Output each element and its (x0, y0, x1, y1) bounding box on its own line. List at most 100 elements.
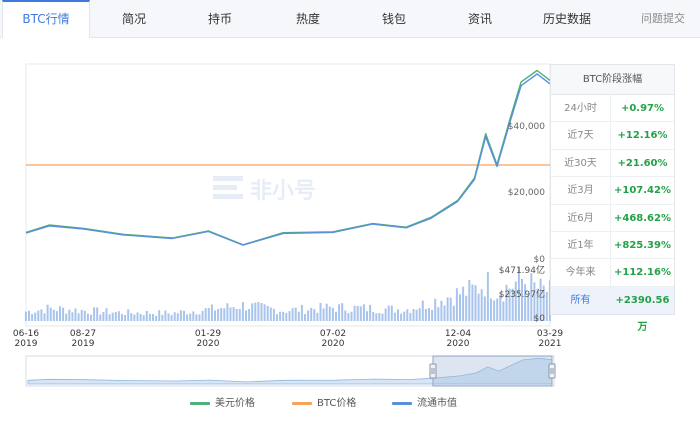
gain-row-6m[interactable]: 近6月 +468.62% (551, 204, 674, 232)
volume-bar (412, 309, 415, 321)
tab-holdings[interactable]: 持币 (207, 12, 232, 26)
volume-bar (356, 305, 359, 321)
gain-label: 24小时 (551, 95, 611, 122)
volume-bar (167, 313, 170, 321)
gain-row-ytd[interactable]: 今年来 +112.16% (551, 259, 674, 287)
gain-value: +0.97% (620, 103, 665, 114)
volume-bar (366, 311, 368, 321)
volume-bar (145, 311, 148, 321)
tab-overview[interactable]: 简况 (121, 12, 146, 26)
tab-feedback[interactable]: 问题提交 (641, 12, 685, 25)
x-axis: 06-16 2019 08-27 2019 01-29 2020 07-02 2… (13, 329, 563, 349)
gain-row-7d[interactable]: 近7天 +12.16% (551, 122, 674, 150)
gain-row-3m[interactable]: 近3月 +107.42% (551, 177, 674, 205)
gain-value: +468.62% (614, 212, 671, 224)
volume-bar (421, 300, 424, 321)
volume-bar (446, 297, 449, 321)
volume-bar (40, 309, 43, 321)
legend-market-cap[interactable]: 流通市值 (392, 395, 457, 413)
volume-bar (493, 300, 496, 321)
volume-bar (359, 306, 362, 321)
volume-bar (443, 305, 446, 321)
volume-bar (548, 280, 551, 321)
volume-bar (52, 309, 55, 321)
range-navigator[interactable] (25, 355, 556, 387)
tab-news[interactable]: 资讯 (467, 12, 492, 26)
volume-bar (294, 307, 297, 321)
volume-bar (300, 304, 303, 321)
volume-bar (542, 285, 545, 321)
volume-bar (68, 309, 71, 321)
volume-bar (474, 285, 477, 321)
volume-bar (269, 307, 272, 321)
tab-history-data[interactable]: 历史数据 (542, 12, 591, 26)
legend-label: 美元价格 (215, 398, 255, 409)
x-tick-label: 08-27 (70, 329, 96, 339)
volume-bar (55, 311, 58, 321)
volume-bar (108, 314, 111, 321)
volume-bar (201, 310, 204, 321)
volume-bar (155, 315, 158, 321)
volume-bar (455, 288, 458, 321)
volume-bar (223, 308, 226, 321)
volume-bar (210, 304, 213, 321)
market-cap-line (25, 73, 551, 246)
tab-btc-market[interactable]: BTC行情 (2, 0, 90, 39)
gain-value: +2390.56万 (615, 294, 670, 333)
price-lines (25, 69, 551, 246)
volume-bar (86, 313, 89, 321)
x-tick-year: 2019 (72, 339, 95, 349)
volume-bar (186, 314, 189, 321)
navigator-area (27, 357, 553, 385)
gain-row-24h[interactable]: 24小时 +0.97% (551, 95, 674, 123)
volume-bar (183, 310, 185, 321)
volume-bar (459, 294, 461, 321)
volume-bar (319, 302, 322, 321)
volume-bar (533, 282, 536, 321)
navigator-left-handle[interactable] (429, 363, 437, 379)
volume-bar (384, 308, 387, 321)
volume-bar (80, 309, 83, 321)
volume-bar (328, 306, 331, 321)
gain-row-all[interactable]: 所有 +2390.56万 (551, 286, 674, 333)
volume-bar (241, 302, 244, 321)
volume-bar (514, 281, 517, 321)
volume-bar (148, 313, 151, 321)
volume-bar (226, 303, 229, 321)
volume-bar (127, 309, 130, 321)
volume-bar (517, 266, 520, 321)
tab-popularity[interactable]: 热度 (295, 12, 320, 26)
legend-btc-price[interactable]: BTC价格 (292, 395, 356, 413)
volume-bar (220, 308, 223, 321)
volume-bar (486, 272, 489, 321)
navigator-selection[interactable] (432, 355, 553, 387)
gain-row-30d[interactable]: 近30天 +21.60% (551, 149, 674, 178)
volume-bar (471, 284, 474, 321)
legend-usd-price[interactable]: 美元价格 (190, 395, 255, 413)
volume-bar (266, 306, 269, 321)
volume-bar (117, 311, 120, 321)
volume-bar (462, 286, 465, 321)
volume-bar (142, 315, 145, 321)
x-tick-label: 07-02 (320, 329, 346, 339)
volume-bar (539, 278, 542, 321)
x-tick-year: 2021 (539, 339, 562, 349)
volume-bar (214, 310, 216, 321)
tab-wallet[interactable]: 钱包 (381, 12, 406, 26)
stage-gain-title: BTC阶段涨幅 (551, 65, 674, 95)
volume-bar (99, 314, 102, 321)
chart-legend: 美元价格 BTC价格 流通市值 (0, 395, 700, 413)
volume-bar (93, 307, 96, 321)
volume-bar (424, 309, 427, 321)
volume-bar (524, 284, 527, 321)
tab-bar: BTC行情 简况 持币 热度 钱包 资讯 历史数据 问题提交 (0, 0, 700, 39)
volume-bar (34, 312, 37, 321)
volume-bar (198, 314, 201, 321)
gain-row-1y[interactable]: 近1年 +825.39% (551, 231, 674, 260)
volume-bar (161, 314, 164, 321)
volume-bar (431, 309, 434, 321)
navigator-right-handle[interactable] (548, 363, 556, 379)
volume-bar (114, 311, 117, 321)
volume-bar (310, 307, 313, 321)
volume-bar (235, 309, 238, 321)
